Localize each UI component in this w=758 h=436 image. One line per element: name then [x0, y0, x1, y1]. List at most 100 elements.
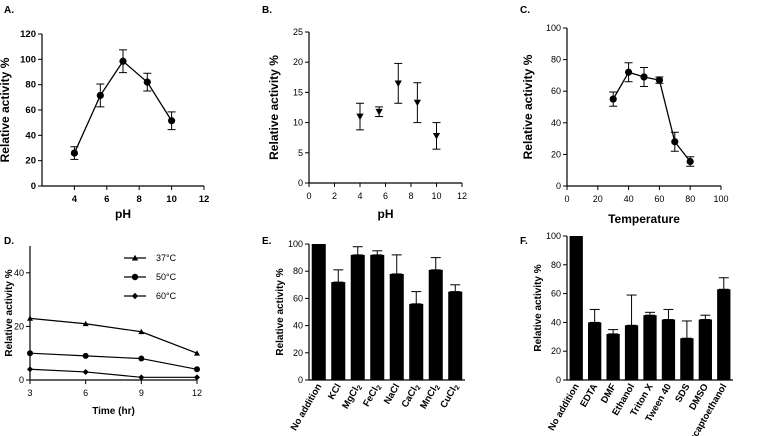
panel-a-point	[119, 57, 127, 65]
panel-e-bar	[331, 282, 346, 380]
panel-d-y-tick-label: 0	[19, 375, 24, 385]
panel-c-x-tick-label: 60	[654, 194, 664, 204]
panel-d-legend-marker	[131, 254, 139, 261]
panel-e-bar	[311, 244, 326, 380]
panel-a-series-line	[73, 60, 173, 154]
panel-c-y-tick-label: 80	[551, 55, 561, 65]
panel-b-y-tick-label: 15	[293, 87, 303, 97]
panel-d-point	[82, 368, 89, 375]
panel-c-point	[686, 157, 694, 166]
panel-c-point	[655, 76, 664, 84]
panel-b-x-axis-title: pH	[378, 207, 394, 221]
panel-c-y-tick-label: 40	[551, 118, 561, 128]
panel-c-point	[609, 95, 617, 103]
panel-d-point	[138, 328, 145, 335]
panel-d-point	[27, 366, 33, 373]
panel-d-y-axis-title: Relative activity %	[4, 269, 15, 356]
panel-c-x-tick-label: 80	[685, 194, 695, 204]
panel-e-y-tick-label: 80	[293, 266, 303, 276]
panel-b-x-tick-label: 0	[306, 191, 311, 201]
panel-f-bar	[661, 319, 676, 380]
panel-d-point	[138, 374, 145, 381]
panel-d-x-tick-label: 6	[83, 388, 88, 398]
panel-b-x-tick-label: 10	[431, 191, 441, 201]
panel-b-y-tick-label: 0	[298, 178, 303, 188]
panel-c-y-tick-label: 20	[551, 149, 561, 159]
panel-b-y-tick-label: 20	[293, 57, 303, 67]
panel-f-y-tick-label: 20	[551, 346, 561, 356]
panel-c-point	[671, 138, 679, 146]
panel-f-category-label: No addition	[546, 382, 582, 433]
panel-d-point	[27, 350, 33, 357]
panel-e-bar	[370, 254, 385, 380]
panel-e-bar	[409, 303, 424, 380]
panel-a-point	[70, 149, 78, 157]
panel-a-y-tick-label: 0	[31, 181, 36, 192]
panel-c-series-line	[612, 71, 691, 162]
panel-e-y-tick-label: 0	[298, 375, 303, 385]
panel-b-y-tick-label: 5	[298, 148, 303, 158]
panel-a-y-axis-title: Relative activity %	[0, 57, 12, 162]
panel-d-label: D.	[4, 236, 14, 247]
panel-f-bar	[624, 325, 639, 380]
panel-a-x-tick-label: 6	[104, 194, 109, 205]
panel-d-point	[194, 350, 200, 356]
panel-a-point	[143, 78, 151, 86]
panel-f-y-tick-label: 0	[556, 375, 561, 385]
panel-e-bar	[448, 291, 463, 380]
panel-a-label: A.	[4, 5, 14, 16]
panel-e-category-label: MnCl2	[418, 382, 442, 412]
panel-b-point	[394, 80, 402, 87]
panel-b-point	[356, 113, 364, 121]
panel-a-y-tick-label: 40	[25, 130, 36, 141]
panel-e-y-tick-label: 40	[293, 321, 303, 331]
panel-a-point	[96, 91, 104, 100]
panel-e-y-tick-label: 20	[293, 348, 303, 358]
panel-e-category-label: CuCl2	[438, 382, 461, 411]
panel-e-category-label: KCl	[326, 382, 344, 402]
panel-a-point	[168, 117, 176, 125]
panel-d-point	[194, 374, 200, 381]
panel-b-point	[413, 99, 421, 107]
panel-f-bar	[680, 338, 694, 380]
panel-a-y-tick-label: 20	[25, 156, 36, 167]
panel-e-bar	[350, 254, 365, 380]
panel-c-y-tick-label: 100	[546, 23, 561, 33]
panel-b-point	[375, 108, 383, 116]
panel-e-category-label: No addition	[289, 382, 325, 433]
panel-e-category-label: FeCl2	[361, 382, 384, 409]
panel-a-x-tick-label: 10	[166, 194, 177, 205]
panel-e-category-label: MgCl2	[340, 382, 364, 412]
panel-b-label: B.	[262, 5, 272, 16]
panel-b-x-tick-label: 8	[408, 191, 413, 201]
panel-c-x-tick-label: 40	[624, 194, 634, 204]
panel-c-x-tick-label: 0	[564, 194, 569, 204]
panel-c-x-axis-title: Temperature	[608, 212, 680, 226]
panel-c-x-tick-label: 20	[593, 194, 603, 204]
panel-d-point	[138, 355, 145, 362]
panel-a-x-tick-label: 8	[137, 194, 142, 205]
panel-d-series-line	[29, 352, 198, 370]
panel-f-bar	[588, 322, 602, 380]
panel-a-y-tick-label: 120	[20, 29, 36, 40]
panel-c-y-axis-title: Relative activity %	[521, 54, 535, 159]
panel-c-label: C.	[520, 5, 530, 16]
panel-e-label: E.	[262, 236, 272, 247]
panel-b-y-tick-label: 10	[293, 118, 303, 128]
panel-a-x-axis-title: pH	[115, 207, 131, 221]
panel-a-y-tick-label: 80	[25, 80, 36, 91]
panel-d-y-tick-label: 20	[14, 321, 24, 331]
panel-e-y-tick-label: 60	[293, 293, 303, 303]
panel-c-y-tick-label: 60	[551, 86, 561, 96]
panel-f-y-tick-label: 100	[546, 231, 561, 241]
panel-e-y-axis-title: Relative activity %	[275, 268, 286, 355]
panel-f-bar	[569, 236, 583, 380]
panel-f-bar	[606, 333, 620, 380]
panel-f-y-tick-label: 80	[551, 260, 561, 270]
panel-a-x-tick-label: 4	[72, 194, 78, 205]
panel-d-series-line	[29, 317, 198, 354]
panel-f-y-tick-label: 40	[551, 317, 561, 327]
panel-d-legend-marker	[131, 292, 139, 300]
panel-d-y-tick-label: 40	[14, 268, 24, 278]
panel-f-label: F.	[520, 236, 528, 247]
